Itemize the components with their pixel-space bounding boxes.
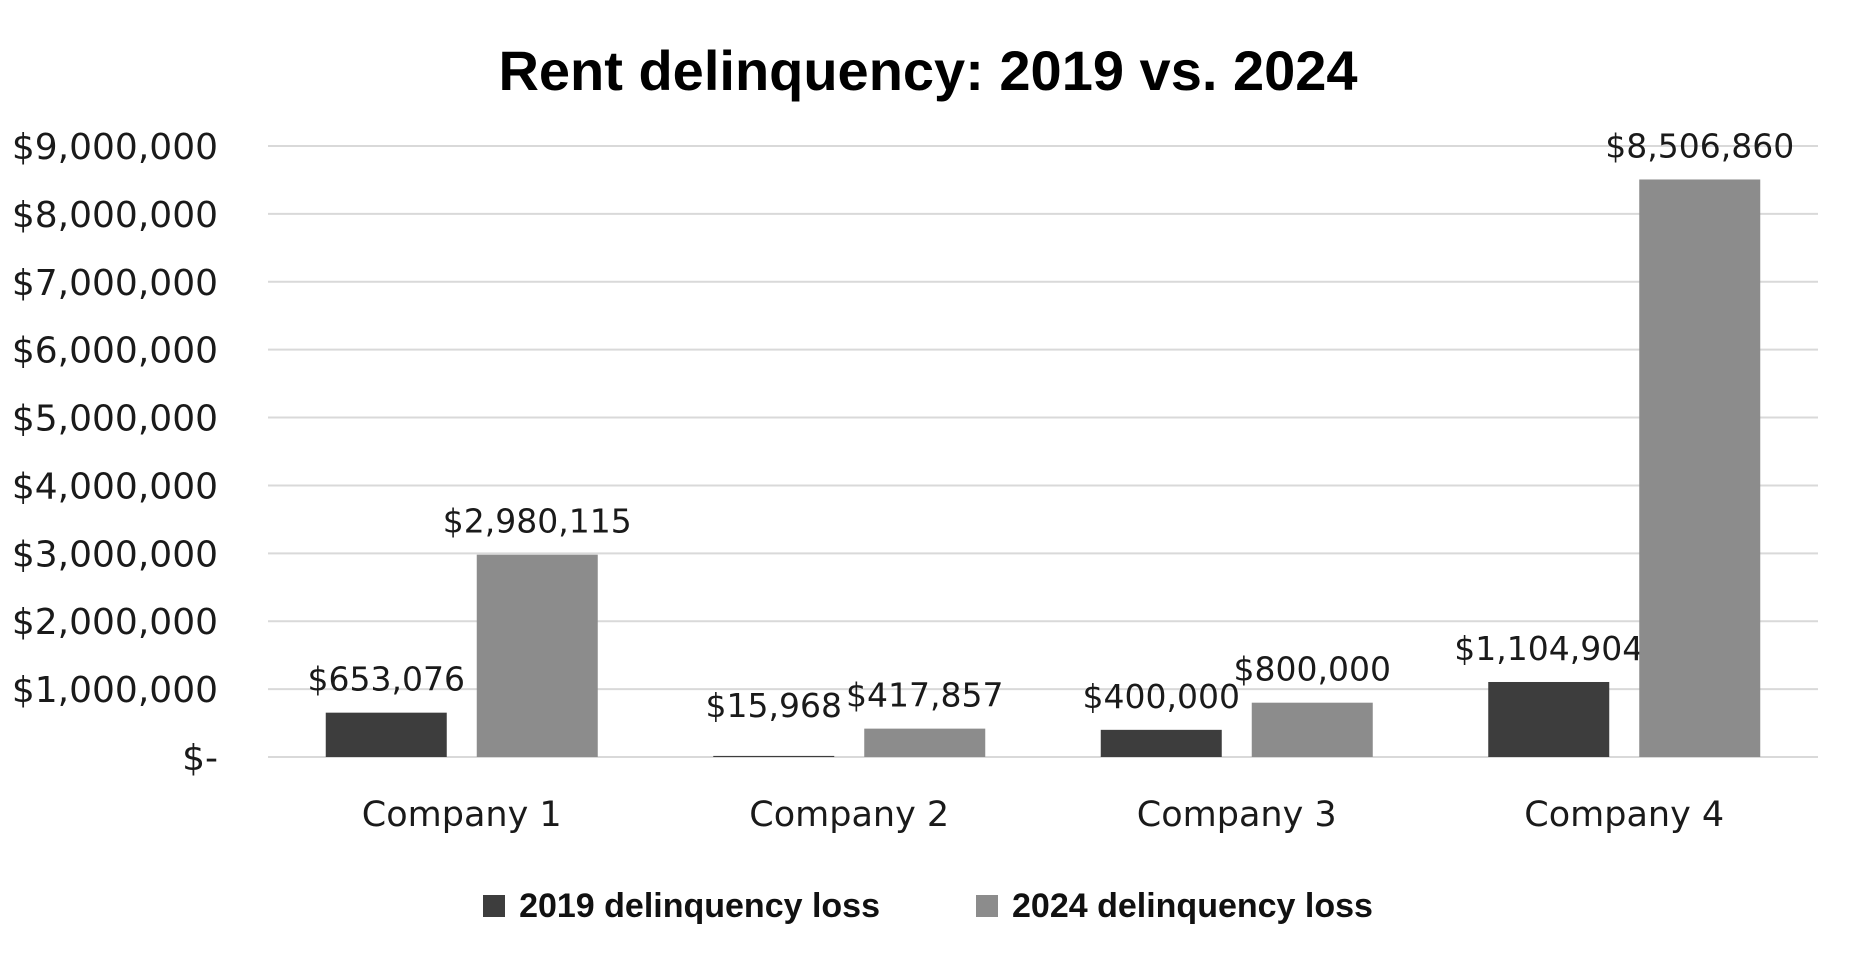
y-tick-label: $1,000,000 xyxy=(12,670,218,711)
y-tick-label: $6,000,000 xyxy=(12,331,218,372)
legend: 2019 delinquency loss 2024 delinquency l… xyxy=(0,884,1856,928)
data-label: $15,968 xyxy=(706,686,842,725)
legend-swatch-2019 xyxy=(483,895,506,917)
data-label: $2,980,115 xyxy=(443,502,632,541)
data-label: $1,104,904 xyxy=(1454,629,1643,668)
bar xyxy=(1639,179,1761,757)
bar xyxy=(713,755,835,757)
y-tick-label: $7,000,000 xyxy=(12,263,218,304)
legend-swatch-2024 xyxy=(976,895,998,917)
y-tick-label: $5,000,000 xyxy=(12,399,218,440)
data-label: $800,000 xyxy=(1234,650,1391,689)
legend-label-2019: 2019 delinquency loss xyxy=(519,886,880,925)
x-tick-label: Company 2 xyxy=(749,795,949,835)
legend-item-2024: 2024 delinquency loss xyxy=(976,887,1373,926)
data-label: $653,076 xyxy=(308,660,465,699)
data-label: $400,000 xyxy=(1083,677,1240,716)
x-tick-label: Company 3 xyxy=(1137,795,1337,835)
y-tick-label: $4,000,000 xyxy=(12,466,218,507)
y-tick-label: $2,000,000 xyxy=(12,602,218,643)
y-tick-label: $3,000,000 xyxy=(12,534,218,575)
bar xyxy=(476,554,598,757)
bar xyxy=(1100,729,1222,757)
bar xyxy=(1251,702,1373,757)
x-tick-label: Company 4 xyxy=(1524,795,1724,835)
x-tick-label: Company 1 xyxy=(362,795,562,835)
bar xyxy=(864,728,986,757)
data-label: $8,506,860 xyxy=(1605,126,1794,165)
data-label: $417,857 xyxy=(846,676,1003,715)
y-tick-label: $- xyxy=(182,738,218,779)
chart-title: Rent delinquency: 2019 vs. 2024 xyxy=(498,39,1358,102)
legend-label-2024: 2024 delinquency loss xyxy=(1012,886,1373,925)
bar xyxy=(325,712,447,757)
y-tick-label: $8,000,000 xyxy=(12,195,218,236)
y-tick-label: $9,000,000 xyxy=(12,127,218,168)
bar xyxy=(1488,681,1610,757)
legend-item-2019: 2019 delinquency loss xyxy=(483,887,880,926)
